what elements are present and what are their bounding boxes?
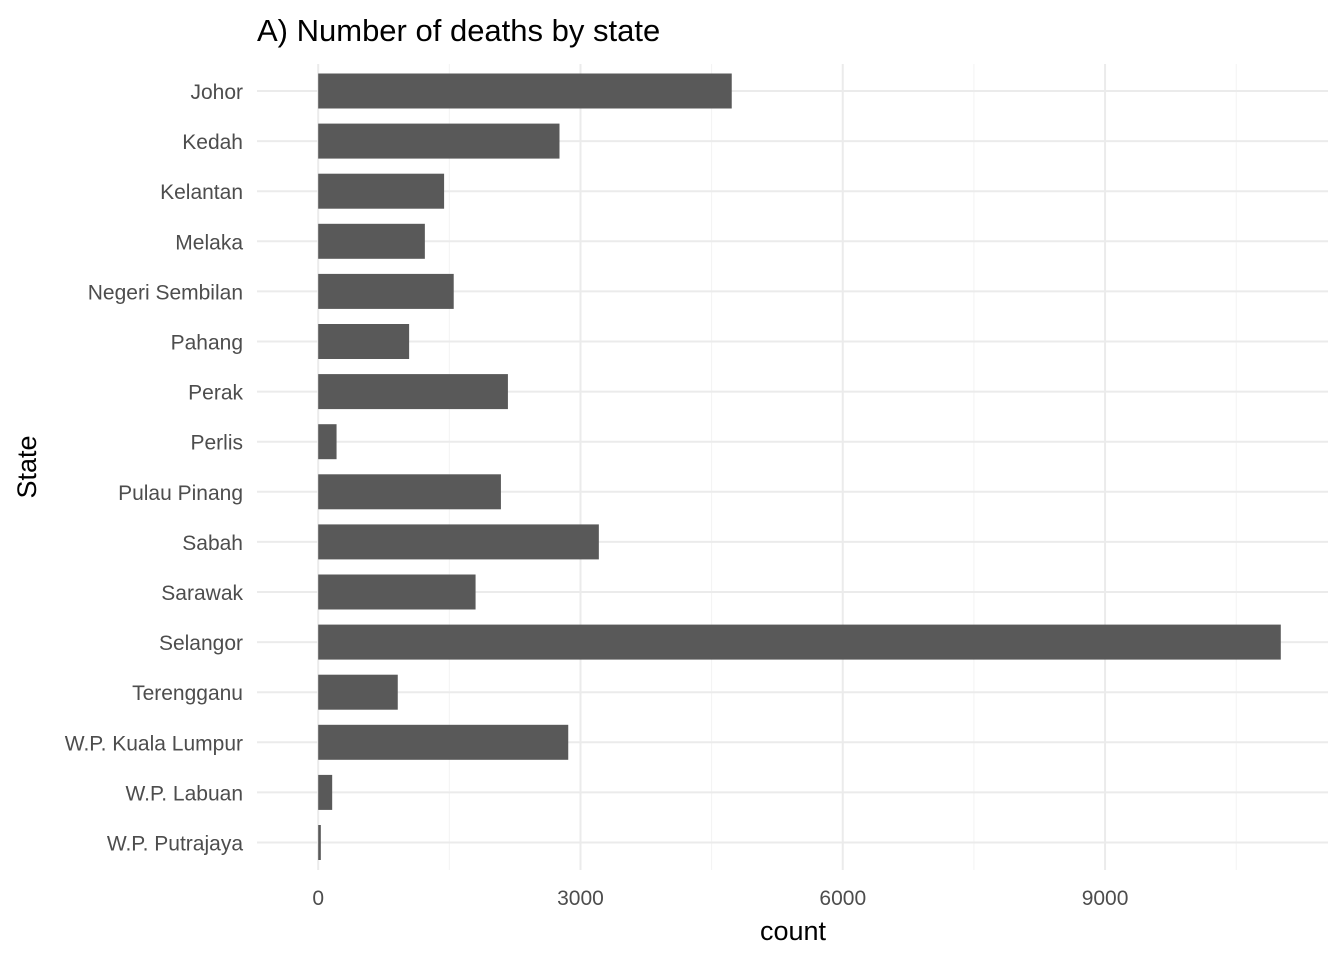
y-tick-label: Perlis (190, 432, 243, 455)
bar-kedah (318, 123, 560, 159)
bar-pahang (318, 324, 410, 359)
y-tick-label: W.P. Putrajaya (107, 833, 244, 856)
chart-title: A) Number of deaths by state (257, 13, 660, 48)
y-tick-label: W.P. Labuan (125, 782, 243, 805)
bar-pulau-pinang (318, 474, 501, 510)
y-tick-label: Terengganu (132, 682, 243, 705)
y-tick-label: Negeri Sembilan (88, 281, 243, 304)
y-tick-label: Melaka (175, 231, 243, 254)
y-tick-label: Kelantan (160, 181, 243, 204)
bars (318, 73, 1281, 860)
bar-w-p-labuan (318, 774, 333, 810)
y-axis-title: State (12, 435, 42, 498)
bar-selangor (318, 624, 1281, 660)
x-tick-labels: 0 3000 6000 9000 (312, 887, 1128, 910)
y-tick-labels: Johor Kedah Kelantan Melaka Negeri Sembilan P… (65, 81, 244, 856)
y-tick-label: Pahang (171, 332, 243, 355)
bar-sarawak (318, 574, 476, 610)
bar-terengganu (318, 674, 398, 710)
y-tick-label: Sarawak (161, 582, 243, 605)
y-tick-label: W.P. Kuala Lumpur (65, 732, 243, 755)
y-tick-label: Johor (190, 81, 243, 104)
y-tick-label: Pulau Pinang (118, 482, 243, 505)
bar-w-p-kuala-lumpur (318, 724, 569, 760)
y-tick-label: Selangor (159, 632, 243, 655)
bar-melaka (318, 223, 425, 259)
x-tick-label: 0 (312, 887, 324, 910)
bar-perlis (318, 424, 337, 460)
bar-negeri-sembilan (318, 273, 454, 309)
x-axis-title: count (760, 916, 827, 946)
bar-kelantan (318, 173, 445, 209)
x-tick-label: 9000 (1082, 887, 1129, 910)
y-tick-label: Perak (188, 382, 243, 405)
bar-johor (318, 73, 732, 109)
bar-w-p-putrajaya (318, 825, 321, 860)
bar-perak (318, 374, 508, 410)
x-tick-label: 3000 (557, 887, 604, 910)
bar-sabah (318, 524, 599, 560)
y-tick-label: Kedah (182, 131, 243, 154)
y-tick-label: Sabah (182, 532, 243, 555)
x-tick-label: 6000 (819, 887, 866, 910)
